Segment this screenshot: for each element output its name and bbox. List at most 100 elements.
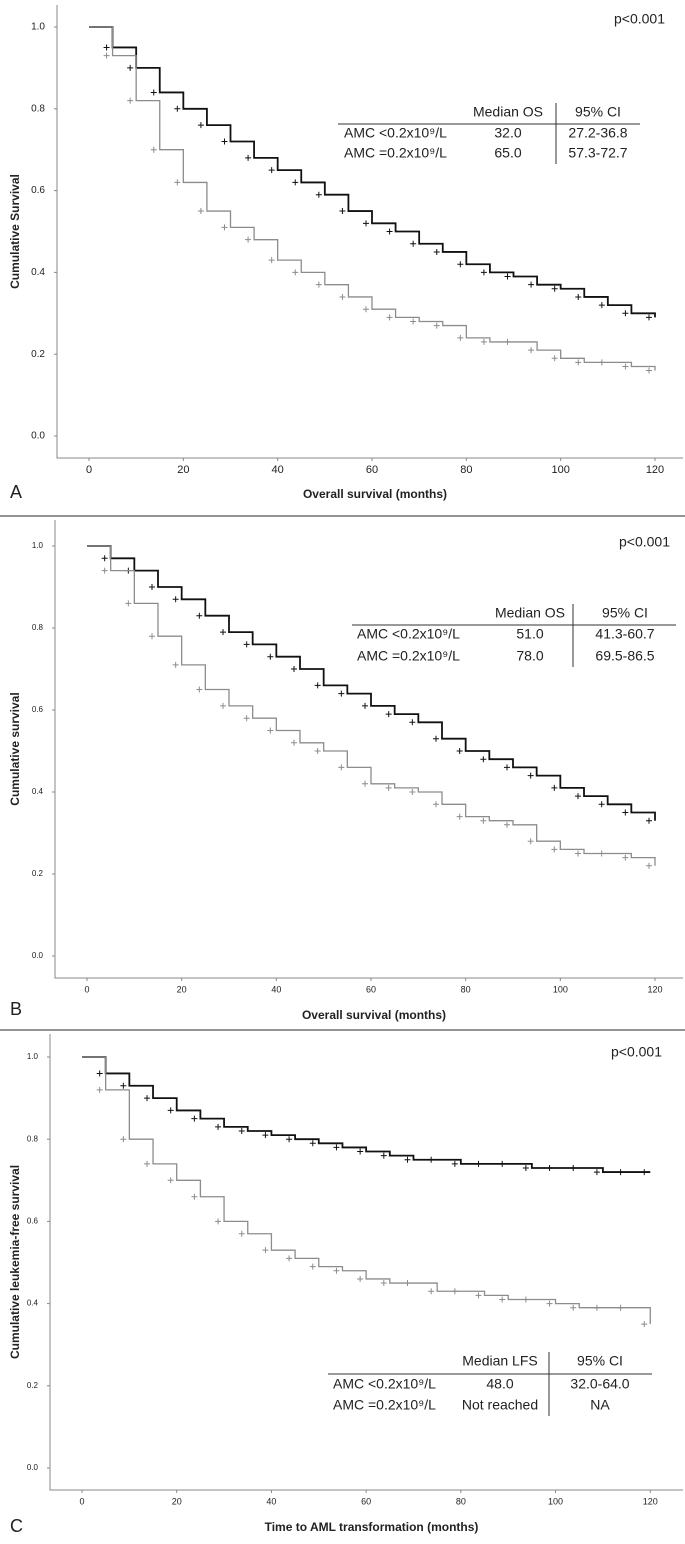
censor-mark — [575, 793, 581, 800]
table-cell: 51.0 — [516, 626, 543, 642]
censor-mark — [504, 821, 510, 828]
x-tick-label: 0 — [84, 984, 89, 994]
censor-mark — [167, 1107, 174, 1114]
censor-mark — [150, 146, 157, 153]
x-tick-label: 120 — [647, 984, 662, 994]
y-tick-label: 0.8 — [31, 103, 45, 114]
censor-mark — [622, 310, 629, 317]
censor-mark — [409, 719, 416, 726]
censor-mark — [196, 686, 203, 693]
censor-mark — [410, 240, 417, 247]
censor-mark — [598, 302, 605, 309]
survival-curve — [89, 26, 656, 318]
table-cell: 57.3-72.7 — [568, 145, 627, 161]
censor-mark — [268, 167, 275, 174]
censor-mark — [125, 600, 132, 607]
x-tick-label: 120 — [646, 464, 664, 476]
censor-mark — [267, 727, 274, 734]
censor-mark — [243, 641, 250, 648]
censor-mark — [127, 64, 134, 71]
table-cell: AMC =0.2x10⁹/L — [333, 1397, 436, 1413]
censor-mark — [127, 97, 134, 104]
censor-mark — [221, 224, 228, 231]
censor-mark — [646, 862, 652, 869]
x-tick-label: 40 — [272, 464, 284, 476]
x-tick-label: 0 — [79, 1496, 84, 1506]
censor-mark — [380, 1280, 387, 1287]
censor-mark — [267, 653, 274, 660]
censor-mark — [120, 1136, 127, 1143]
y-tick-label: 0.2 — [27, 1381, 39, 1390]
x-tick-label: 20 — [177, 984, 187, 994]
censor-mark — [475, 1160, 482, 1167]
censor-mark — [575, 293, 582, 300]
censor-mark — [96, 1086, 103, 1093]
censor-mark — [570, 1304, 577, 1311]
y-axis-title: Cumulative leukemia-free survival — [8, 1165, 22, 1359]
x-tick-label: 60 — [361, 1496, 371, 1506]
censor-mark — [504, 273, 511, 280]
censor-mark — [363, 220, 369, 227]
censor-mark — [522, 1164, 529, 1171]
y-tick-label: 1.0 — [32, 541, 44, 550]
censor-mark — [338, 690, 345, 697]
y-axis-title: Cumulative survival — [8, 692, 22, 805]
censor-mark — [433, 322, 440, 329]
censor-mark — [593, 1304, 600, 1311]
censor-mark — [101, 567, 108, 574]
censor-mark — [456, 748, 463, 754]
y-tick-label: 1.0 — [31, 22, 45, 33]
censor-mark — [386, 228, 393, 235]
table-cell: AMC <0.2x10⁹/L — [333, 1376, 436, 1392]
censor-mark — [456, 813, 463, 820]
y-tick-label: 0.6 — [27, 1217, 39, 1226]
censor-mark — [433, 735, 439, 742]
x-tick-label: 100 — [553, 984, 568, 994]
censor-mark — [101, 555, 108, 562]
table-header: 95% CI — [602, 605, 648, 621]
censor-mark — [357, 1275, 364, 1282]
table-cell: 32.0 — [494, 125, 521, 141]
censor-mark — [220, 702, 226, 709]
table-header: 95% CI — [577, 1353, 623, 1369]
x-tick-label: 100 — [548, 1496, 563, 1506]
panel-label: C — [10, 1516, 23, 1536]
censor-mark — [243, 715, 250, 722]
censor-mark — [103, 44, 110, 51]
censor-mark — [528, 281, 535, 288]
x-tick-label: 80 — [460, 464, 472, 476]
censor-mark — [149, 584, 155, 590]
x-tick-label: 20 — [172, 1496, 182, 1506]
censor-mark — [593, 1169, 600, 1176]
censor-mark — [333, 1144, 340, 1151]
table-cell: Not reached — [462, 1397, 538, 1413]
axis-frame — [54, 520, 683, 979]
y-tick-label: 0.0 — [27, 1463, 39, 1472]
censor-mark — [315, 191, 322, 198]
censor-mark — [499, 1160, 506, 1167]
survival-curve — [87, 545, 656, 866]
x-tick-label: 80 — [461, 984, 471, 994]
censor-mark — [409, 789, 416, 795]
x-tick-label: 40 — [266, 1496, 276, 1506]
censor-mark — [546, 1164, 553, 1171]
censor-mark — [333, 1267, 340, 1274]
censor-mark — [428, 1156, 435, 1163]
censor-mark — [457, 334, 464, 341]
x-axis-title: Overall survival (months) — [303, 487, 447, 501]
censor-mark — [362, 780, 368, 787]
y-tick-label: 0.6 — [31, 185, 45, 196]
censor-mark — [480, 269, 487, 276]
censor-mark — [144, 1160, 151, 1167]
x-tick-label: 120 — [643, 1496, 658, 1506]
censor-mark — [174, 105, 181, 112]
censor-mark — [314, 748, 321, 754]
censor-mark — [292, 179, 299, 186]
censor-mark — [641, 1321, 648, 1328]
x-axis-title: Time to AML transformation (months) — [265, 1520, 479, 1534]
x-tick-label: 80 — [456, 1496, 466, 1506]
censor-mark — [291, 739, 297, 746]
censor-mark — [646, 314, 652, 321]
